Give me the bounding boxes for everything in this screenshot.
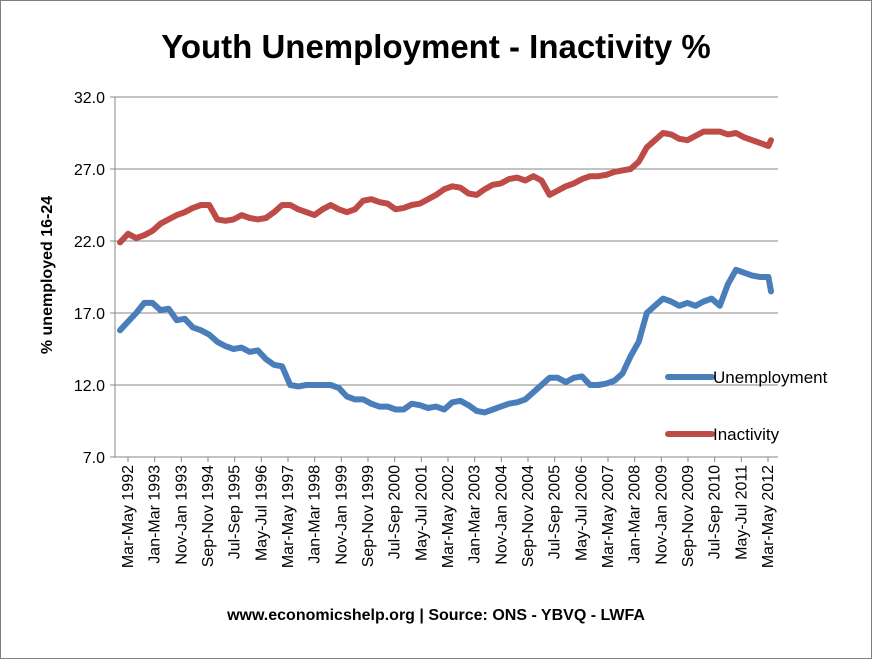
chart-title: Youth Unemployment - Inactivity %	[161, 28, 710, 65]
x-tick-label: Nov-Jan 2004	[493, 465, 510, 565]
x-tick-label: Sep-Nov 1999	[360, 465, 377, 567]
x-tick-label: Mar-May 2002	[440, 465, 457, 568]
x-tick-label: Mar-May 1992	[120, 465, 137, 568]
x-tick-label: Nov-Jan 2009	[653, 465, 670, 565]
legend: Unemployment Inactivity	[665, 368, 828, 444]
x-tick-label: Mar-May 2012	[760, 465, 777, 568]
x-tick-label: May-Jul 2006	[573, 465, 590, 561]
x-tick-label: Jul-Sep 2005	[547, 465, 564, 559]
x-tick-label: Jan-Mar 2008	[627, 465, 644, 564]
y-tick-label: 12.0	[74, 378, 105, 395]
x-tick-label: Jul-Sep 1995	[227, 465, 244, 559]
x-tick-label: Sep-Nov 2009	[680, 465, 697, 567]
source-footer: www.economicshelp.org | Source: ONS - YB…	[226, 607, 645, 624]
x-tick-label: Mar-May 2007	[600, 465, 617, 568]
y-tick-label: 32.0	[74, 90, 105, 107]
x-tick-label: Jan-Mar 1998	[307, 465, 324, 564]
x-tick-label: Jan-Mar 2003	[467, 465, 484, 564]
x-tick-label: Jul-Sep 2010	[707, 465, 724, 559]
x-tick-label: May-Jul 2011	[733, 465, 750, 560]
series-line-unemployment	[117, 266, 774, 416]
x-tick-label: Sep-Nov 1994	[200, 465, 217, 567]
y-tick-labels: 7.0 12.0 17.0 22.0 27.0 32.0	[74, 90, 105, 467]
x-tick-label: Nov-Jan 1999	[333, 465, 350, 565]
y-tick-label: 22.0	[74, 234, 105, 251]
gridlines	[110, 96, 778, 458]
x-tick-label: Jul-Sep 2000	[387, 465, 404, 559]
x-tick-label: Jan-Mar 1993	[147, 465, 164, 564]
x-tick-label: Sep-Nov 2004	[520, 465, 537, 567]
x-tick-labels: Mar-May 1992 Jan-Mar 1993 Nov-Jan 1993 Sep-…	[120, 457, 777, 568]
series-line-inactivity	[117, 128, 774, 246]
series-lines	[117, 128, 774, 416]
x-tick-label: Mar-May 1997	[280, 465, 297, 568]
y-tick-label: 7.0	[83, 450, 105, 467]
legend-label-inactivity: Inactivity	[713, 425, 780, 444]
x-tick-label: May-Jul 2001	[413, 465, 430, 561]
y-tick-label: 17.0	[74, 306, 105, 323]
axes	[114, 97, 778, 458]
legend-label-unemployment: Unemployment	[713, 368, 828, 387]
x-tick-label: Nov-Jan 1993	[173, 465, 190, 565]
y-axis-label: % unemployed 16-24	[39, 196, 56, 354]
y-tick-label: 27.0	[74, 162, 105, 179]
x-tick-label: May-Jul 1996	[253, 465, 270, 561]
